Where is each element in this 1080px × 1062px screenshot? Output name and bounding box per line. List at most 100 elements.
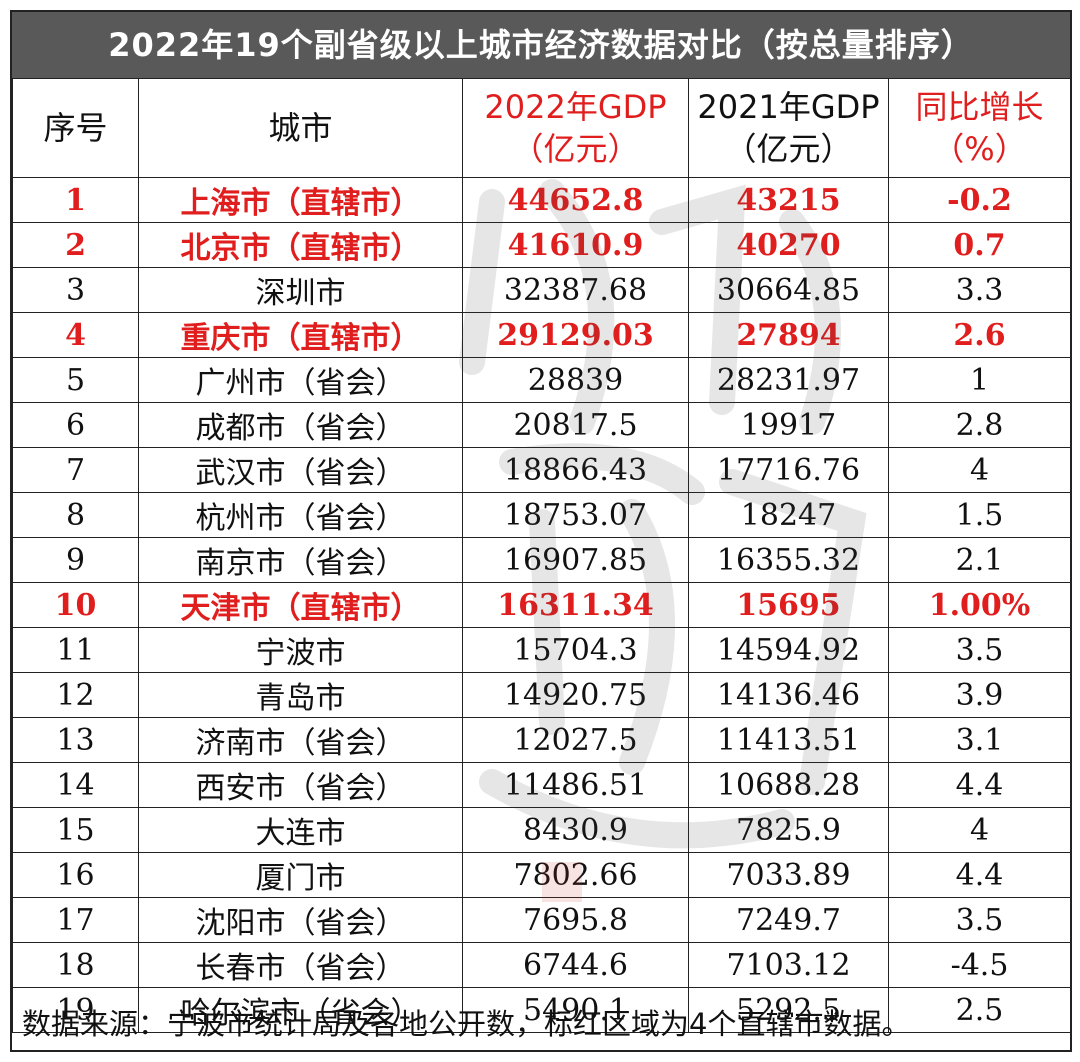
cell-gdp-2021: 11413.51	[688, 717, 889, 763]
cell-gdp-2021: 17716.76	[688, 447, 889, 493]
table-row: 13 济南市（省会） 12027.5 11413.51 3.1	[12, 717, 1071, 763]
table-row: 5 广州市（省会） 28839 28231.97 1	[12, 357, 1071, 403]
cell-gdp-2022: 41610.9	[462, 222, 689, 268]
cell-gdp-2022: 11486.51	[462, 762, 689, 808]
cell-city: 长春市（省会）	[138, 942, 463, 988]
cell-gdp-2022: 18753.07	[462, 492, 689, 538]
cell-city: 南京市（省会）	[138, 537, 463, 583]
table-row: 3 深圳市 32387.68 30664.85 3.3	[12, 267, 1071, 313]
cell-gdp-2022: 15704.3	[462, 627, 689, 673]
cell-city: 重庆市（直辖市）	[138, 312, 463, 358]
cell-growth: 3.5	[888, 897, 1071, 943]
cell-growth: -0.2	[888, 177, 1071, 223]
cell-gdp-2022: 16311.34	[462, 582, 689, 628]
cell-city: 上海市（直辖市）	[138, 177, 463, 223]
cell-index: 15	[12, 807, 139, 853]
header-city: 城市	[138, 78, 463, 178]
cell-index: 6	[12, 402, 139, 448]
cell-city: 济南市（省会）	[138, 717, 463, 763]
header-index: 序号	[12, 78, 139, 178]
cell-city: 大连市	[138, 807, 463, 853]
table-row: 6 成都市（省会） 20817.5 19917 2.8	[12, 402, 1071, 448]
cell-index: 8	[12, 492, 139, 538]
cell-gdp-2022: 18866.43	[462, 447, 689, 493]
cell-gdp-2021: 28231.97	[688, 357, 889, 403]
header-gdp-2022-line1: 2022年GDP	[484, 88, 667, 126]
cell-gdp-2022: 28839	[462, 357, 689, 403]
cell-gdp-2022: 20817.5	[462, 402, 689, 448]
cell-gdp-2022: 7695.8	[462, 897, 689, 943]
cell-growth: 2.6	[888, 312, 1071, 358]
table-row: 7 武汉市（省会） 18866.43 17716.76 4	[12, 447, 1071, 493]
cell-index: 13	[12, 717, 139, 763]
cell-growth: 2.5	[888, 987, 1071, 1033]
cell-city: 杭州市（省会）	[138, 492, 463, 538]
cell-gdp-2021: 30664.85	[688, 267, 889, 313]
cell-gdp-2021: 5292.5	[688, 987, 889, 1033]
cell-growth: 3.3	[888, 267, 1071, 313]
cell-gdp-2022: 44652.8	[462, 177, 689, 223]
cell-city: 宁波市	[138, 627, 463, 673]
table-row: 1 上海市（直辖市） 44652.8 43215 -0.2	[12, 177, 1071, 223]
cell-growth: 4.4	[888, 852, 1071, 898]
cell-index: 14	[12, 762, 139, 808]
table-row: 16 厦门市 7802.66 7033.89 4.4	[12, 852, 1071, 898]
cell-gdp-2022: 29129.03	[462, 312, 689, 358]
cell-gdp-2022: 5490.1	[462, 987, 689, 1033]
table-row: 14 西安市（省会） 11486.51 10688.28 4.4	[12, 762, 1071, 808]
cell-gdp-2021: 7825.9	[688, 807, 889, 853]
cell-city: 哈尔滨市（省会）	[138, 987, 463, 1033]
cell-index: 7	[12, 447, 139, 493]
header-gdp-2022: 2022年GDP （亿元）	[462, 78, 689, 178]
cell-gdp-2021: 27894	[688, 312, 889, 358]
table-row: 2 北京市（直辖市） 41610.9 40270 0.7	[12, 222, 1071, 268]
cell-gdp-2021: 43215	[688, 177, 889, 223]
cell-gdp-2021: 10688.28	[688, 762, 889, 808]
cell-gdp-2021: 40270	[688, 222, 889, 268]
table-row: 18 长春市（省会） 6744.6 7103.12 -4.5	[12, 942, 1071, 988]
cell-city: 武汉市（省会）	[138, 447, 463, 493]
cell-city: 沈阳市（省会）	[138, 897, 463, 943]
header-growth-line2: （%）	[932, 130, 1027, 168]
cell-city: 天津市（直辖市）	[138, 582, 463, 628]
cell-index: 19	[12, 987, 139, 1033]
table-body: 1 上海市（直辖市） 44652.8 43215 -0.2 2 北京市（直辖市） 41610.…	[12, 177, 1071, 1033]
cell-index: 12	[12, 672, 139, 718]
cell-growth: 3.5	[888, 627, 1071, 673]
header-gdp-2021-line1: 2021年GDP	[697, 88, 880, 126]
cell-city: 厦门市	[138, 852, 463, 898]
cell-growth: 2.1	[888, 537, 1071, 583]
header-gdp-2021: 2021年GDP （亿元）	[688, 78, 889, 178]
cell-growth: 4.4	[888, 762, 1071, 808]
cell-gdp-2022: 12027.5	[462, 717, 689, 763]
table-row: 19 哈尔滨市（省会） 5490.1 5292.5 2.5	[12, 987, 1071, 1033]
cell-gdp-2021: 14136.46	[688, 672, 889, 718]
cell-growth: 2.8	[888, 402, 1071, 448]
cell-growth: 1.00%	[888, 582, 1071, 628]
cell-gdp-2021: 7249.7	[688, 897, 889, 943]
cell-city: 青岛市	[138, 672, 463, 718]
cell-growth: 3.9	[888, 672, 1071, 718]
cell-growth: 0.7	[888, 222, 1071, 268]
cell-growth: -4.5	[888, 942, 1071, 988]
cell-gdp-2021: 16355.32	[688, 537, 889, 583]
table-row: 12 青岛市 14920.75 14136.46 3.9	[12, 672, 1071, 718]
cell-index: 10	[12, 582, 139, 628]
cell-index: 17	[12, 897, 139, 943]
cell-growth: 3.1	[888, 717, 1071, 763]
cell-index: 18	[12, 942, 139, 988]
cell-city: 深圳市	[138, 267, 463, 313]
data-source-note: 数据来源：宁波市统计局及各地公开数，标红区域为4个直辖市数据。	[22, 1007, 911, 1041]
header-gdp-2021-line2: （亿元）	[724, 130, 853, 168]
cell-index: 16	[12, 852, 139, 898]
table-row: 15 大连市 8430.9 7825.9 4	[12, 807, 1071, 853]
gdp-table: 序号 城市 2022年GDP （亿元） 2021年GDP （亿元） 同比增长 （…	[12, 78, 1071, 1033]
cell-city: 广州市（省会）	[138, 357, 463, 403]
header-growth-line1: 同比增长	[915, 88, 1044, 126]
cell-index: 4	[12, 312, 139, 358]
cell-growth: 4	[888, 807, 1071, 853]
table-row: 11 宁波市 15704.3 14594.92 3.5	[12, 627, 1071, 673]
table-title: 2022年19个副省级以上城市经济数据对比（按总量排序）	[12, 12, 1070, 78]
cell-index: 9	[12, 537, 139, 583]
cell-growth: 1	[888, 357, 1071, 403]
